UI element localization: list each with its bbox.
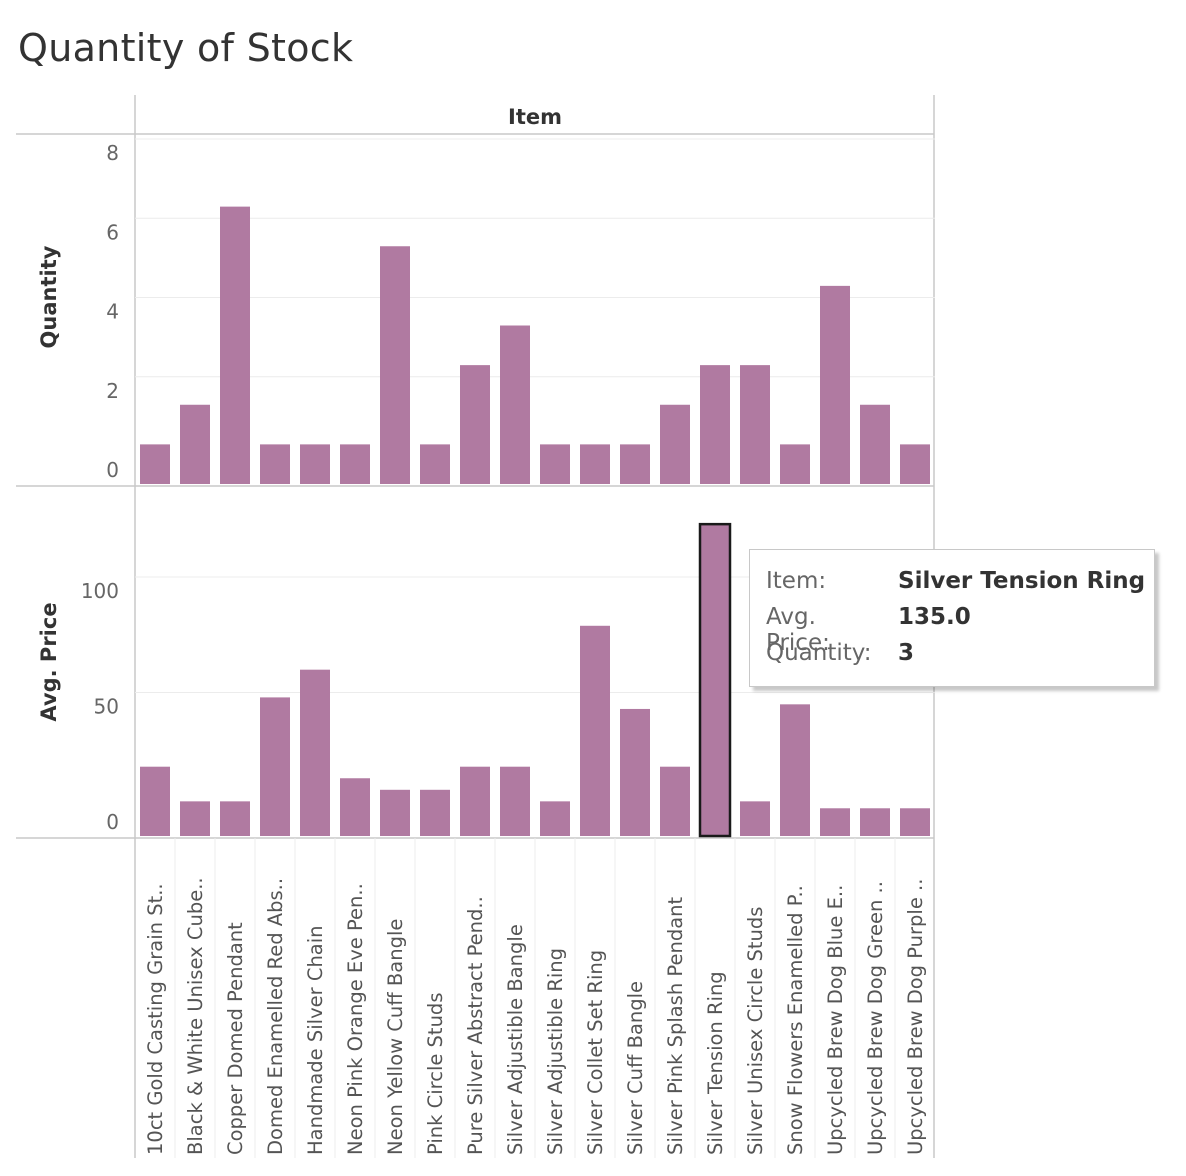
- x-tick-label: Upcycled Brew Dog Green ..: [864, 881, 887, 1155]
- x-tick-label: Silver Collet Set Ring: [584, 950, 607, 1155]
- x-tick-label: Silver Adjustible Ring: [544, 948, 567, 1155]
- bar[interactable]: [380, 246, 410, 484]
- x-tick-label: Upcycled Brew Dog Blue E..: [824, 885, 847, 1155]
- bar[interactable]: [500, 766, 530, 836]
- y-tick-label: 4: [106, 300, 119, 324]
- x-tick-label: Silver Pink Splash Pendant: [664, 896, 687, 1155]
- x-tick-label: Silver Tension Ring: [704, 971, 727, 1155]
- y-tick-label: 0: [106, 810, 119, 834]
- x-tick-label: Handmade Silver Chain: [304, 925, 327, 1155]
- x-tick-label: Pure Silver Abstract Pend..: [464, 896, 487, 1155]
- bar[interactable]: [780, 704, 810, 836]
- bar[interactable]: [420, 789, 450, 836]
- bar[interactable]: [380, 789, 410, 836]
- x-tick-label: Copper Domed Pendant: [224, 922, 247, 1155]
- y-tick-label: 50: [94, 695, 119, 719]
- bar[interactable]: [300, 669, 330, 836]
- bar[interactable]: [460, 766, 490, 836]
- bar[interactable]: [260, 697, 290, 836]
- bar[interactable]: [740, 365, 770, 484]
- tooltip-key: Item:: [766, 568, 827, 594]
- x-tick-label: Snow Flowers Enamelled P..: [784, 885, 807, 1155]
- bar[interactable]: [860, 404, 890, 484]
- bar[interactable]: [540, 801, 570, 836]
- bar[interactable]: [220, 801, 250, 836]
- tooltip-key: Avg. Price:: [766, 604, 830, 656]
- y-tick-label: 0: [106, 458, 119, 482]
- bar[interactable]: [700, 365, 730, 484]
- bar[interactable]: [780, 444, 810, 484]
- y-axis-title: Quantity: [37, 245, 61, 348]
- column-header: Item: [508, 105, 562, 129]
- x-tick-label: Silver Cuff Bangle: [624, 981, 647, 1155]
- y-tick-label: 6: [106, 220, 119, 244]
- x-tick-label: Silver Unisex Circle Studs: [744, 907, 767, 1155]
- tooltip-key: Quantity:: [766, 640, 872, 666]
- bar[interactable]: [340, 444, 370, 484]
- bar[interactable]: [900, 808, 930, 836]
- bar[interactable]: [500, 325, 530, 485]
- bars: [140, 206, 930, 838]
- bar-highlighted[interactable]: [698, 522, 732, 838]
- tooltip: Item: Silver Tension Ring Avg. Price: 13…: [749, 549, 1155, 687]
- x-axis-labels: 10ct Gold Casting Grain St.. Black & Whit…: [144, 877, 927, 1155]
- bar[interactable]: [660, 766, 690, 836]
- tooltip-value: 135.0: [898, 604, 971, 630]
- bar[interactable]: [340, 778, 370, 836]
- x-tick-label: Black & White Unisex Cube..: [184, 877, 207, 1155]
- bar[interactable]: [260, 444, 290, 484]
- bar[interactable]: [900, 444, 930, 484]
- chart-title: Quantity of Stock: [18, 26, 354, 70]
- bar[interactable]: [620, 444, 650, 484]
- y-axis-ticks: 0 2 4 6 8 0 50 100: [81, 141, 119, 834]
- y-axis-titles: Quantity Avg. Price: [37, 245, 61, 721]
- bar[interactable]: [460, 365, 490, 484]
- bar[interactable]: [420, 444, 450, 484]
- bar[interactable]: [300, 444, 330, 484]
- bar[interactable]: [620, 708, 650, 836]
- x-tick-label: Silver Adjustible Bangle: [504, 924, 527, 1155]
- bar[interactable]: [180, 801, 210, 836]
- tooltip-value: 3: [898, 640, 915, 666]
- bar[interactable]: [740, 801, 770, 836]
- y-axis-title: Avg. Price: [37, 602, 61, 721]
- bar[interactable]: [180, 404, 210, 484]
- x-tick-label: Domed Enamelled Red Abs..: [264, 878, 287, 1155]
- bar[interactable]: [580, 444, 610, 484]
- x-tick-label: Upcycled Brew Dog Purple ..: [904, 879, 927, 1155]
- y-tick-label: 2: [106, 379, 119, 403]
- bar[interactable]: [860, 808, 890, 836]
- y-tick-label: 8: [106, 141, 119, 165]
- x-tick-label: 10ct Gold Casting Grain St..: [144, 883, 167, 1155]
- tooltip-value: Silver Tension Ring: [898, 568, 1146, 594]
- gridlines: [135, 138, 935, 693]
- x-tick-label: Neon Pink Orange Eve Pen..: [344, 883, 367, 1155]
- x-tick-label: Pink Circle Studs: [424, 993, 447, 1155]
- x-tick-label: Neon Yellow Cuff Bangle: [384, 919, 407, 1155]
- bar[interactable]: [820, 285, 850, 484]
- bar[interactable]: [580, 625, 610, 836]
- bar[interactable]: [660, 404, 690, 484]
- chart-frame: [16, 95, 935, 1158]
- bar[interactable]: [540, 444, 570, 484]
- bar[interactable]: [220, 206, 250, 484]
- bar[interactable]: [140, 766, 170, 836]
- bar[interactable]: [140, 444, 170, 484]
- y-tick-label: 100: [81, 579, 119, 603]
- bar[interactable]: [820, 808, 850, 836]
